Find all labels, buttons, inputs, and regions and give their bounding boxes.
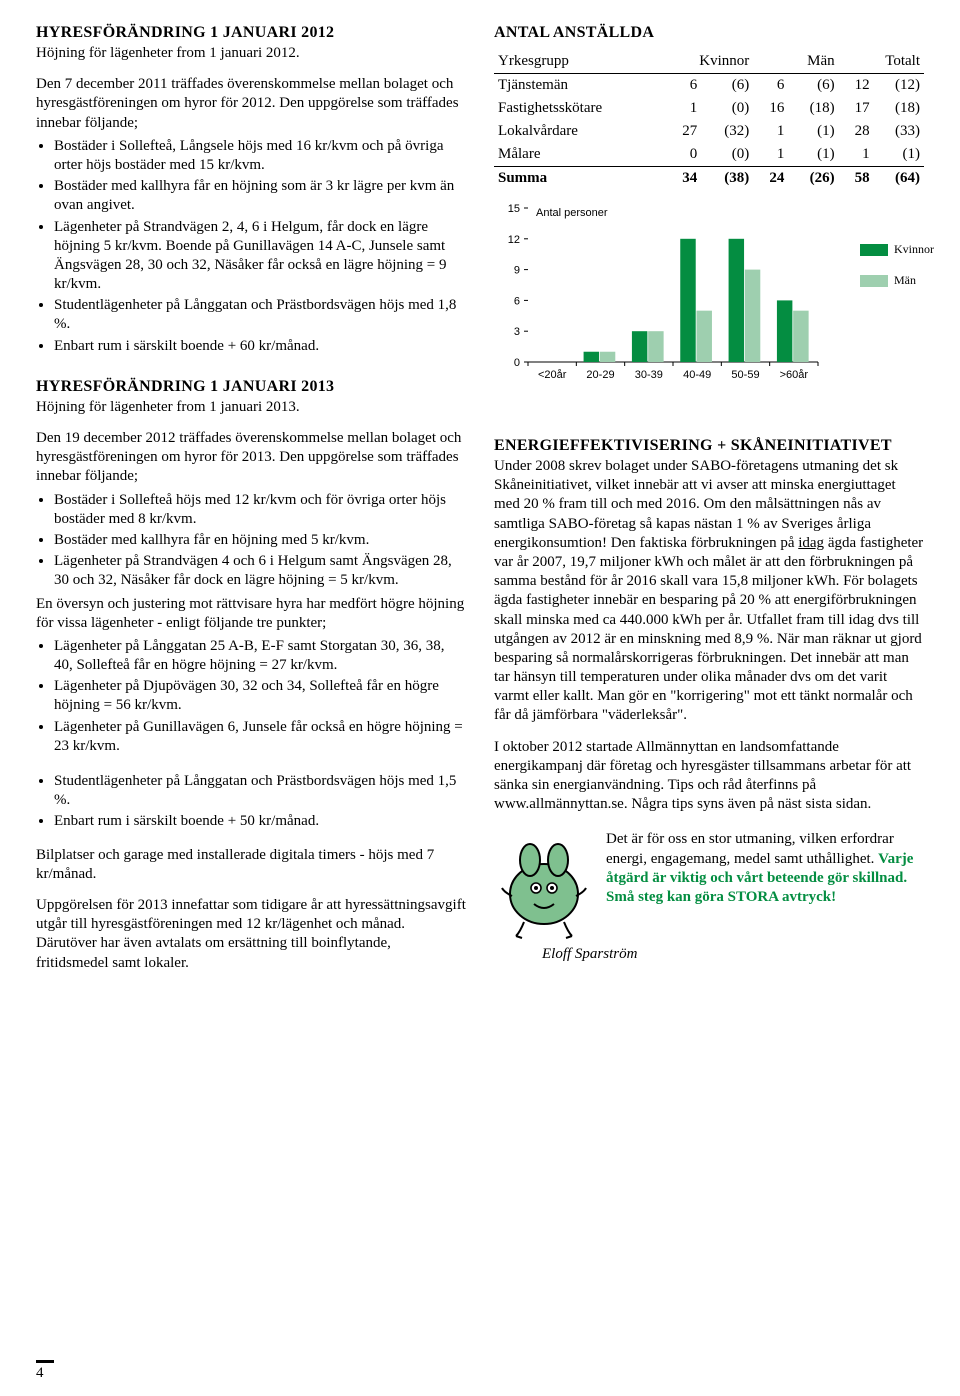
svg-text:>60år: >60år (780, 369, 809, 381)
list-item: Lägenheter på Gunillavägen 6, Junsele få… (54, 718, 466, 756)
energy-p1: Under 2008 skrev bolaget under SABO-före… (494, 457, 924, 726)
left-column: HYRESFÖRÄNDRING 1 JANUARI 2012 Höjning f… (36, 24, 466, 1372)
svg-text:Antal personer: Antal personer (536, 207, 608, 219)
list-item: Lägenheter på Långgatan 25 A-B, E-F samt… (54, 637, 466, 675)
svg-text:12: 12 (508, 234, 520, 246)
page-number: 4 (36, 1360, 54, 1382)
list-item: Enbart rum i särskilt boende + 50 kr/mån… (54, 812, 466, 831)
bar-chart-svg: Antal personer 0 3 6 9 12 15 <20år 20-29 30-39 40-… (494, 202, 918, 422)
right-column: ANTAL ANSTÄLLDA Yrkesgrupp Kvinnor Män T… (494, 24, 924, 1372)
list-item: Bostäder med kallhyra får en höjning med… (54, 531, 466, 550)
table-row: Målare0(0)1(1)1(1) (494, 143, 924, 167)
section-2012-title: HYRESFÖRÄNDRING 1 JANUARI 2012 (36, 24, 466, 42)
mascot-signature: Eloff Sparström (542, 946, 924, 963)
mascot-text-a: Det är för oss en stor utmaning, vilken … (606, 831, 894, 866)
bullets-2013a: Bostäder i Sollefteå höjs med 12 kr/kvm … (36, 491, 466, 593)
th-totalt: Totalt (839, 50, 924, 74)
legend-kvinnor: Kvinnor (860, 242, 934, 257)
mascot-row: Det är för oss en stor utmaning, vilken … (494, 830, 924, 940)
energy-p2: I oktober 2012 startade Allmännyttan en … (494, 738, 924, 815)
energy-title: ENERGIEFFEKTIVISERING + SKÅNEINITIATIVET (494, 437, 924, 455)
svg-text:3: 3 (514, 326, 520, 338)
list-item: Lägenheter på Strandvägen 2, 4, 6 i Helg… (54, 218, 466, 295)
th-yrkesgrupp: Yrkesgrupp (494, 50, 665, 74)
table-row: Tjänstemän6(6)6(6)12(12) (494, 74, 924, 98)
section-2012-subtitle: Höjning för lägenheter from 1 januari 20… (36, 44, 466, 63)
svg-text:40-49: 40-49 (683, 369, 711, 381)
legend-man: Män (860, 273, 934, 288)
svg-text:0: 0 (514, 357, 520, 369)
th-kvinnor: Kvinnor (665, 50, 753, 74)
uppgorelsen-text: Uppgörelsen för 2013 innefattar som tidi… (36, 896, 466, 973)
table-row: Lokalvårdare27(32)1(1)28(33) (494, 120, 924, 143)
legend-kvinnor-label: Kvinnor (894, 242, 934, 257)
employees-table: Yrkesgrupp Kvinnor Män Totalt Tjänstemän… (494, 50, 924, 190)
section-2013-title: HYRESFÖRÄNDRING 1 JANUARI 2013 (36, 378, 466, 396)
employees-chart: Antal personer 0 3 6 9 12 15 <20år 20-29 30-39 40-… (494, 202, 924, 427)
list-item: Lägenheter på Strandvägen 4 och 6 i Helg… (54, 552, 466, 590)
section-2013-subtitle: Höjning för lägenheter from 1 januari 20… (36, 398, 466, 417)
th-man: Män (753, 50, 838, 74)
bullets-2013c: Studentlägenheter på Långgatan och Präst… (36, 772, 466, 834)
svg-text:20-29: 20-29 (586, 369, 614, 381)
svg-text:15: 15 (508, 203, 520, 215)
middle-2013: En översyn och justering mot rättvisare … (36, 595, 466, 633)
svg-text:50-59: 50-59 (731, 369, 759, 381)
svg-text:6: 6 (514, 295, 520, 307)
svg-text:9: 9 (514, 265, 520, 277)
energy-underline: idag (798, 535, 824, 551)
legend-man-label: Män (894, 273, 916, 288)
mascot-text: Det är för oss en stor utmaning, vilken … (606, 830, 924, 909)
mascot-icon (494, 830, 594, 940)
swatch-man (860, 275, 888, 287)
bullets-2012: Bostäder i Sollefteå, Långsele höjs med … (36, 137, 466, 358)
section-2013-intro: Den 19 december 2012 träffades överensko… (36, 429, 466, 487)
table-row: Fastighetsskötare1(0)16(18)17(18) (494, 97, 924, 120)
energy-p1b: ägda fastigheter var år 2007, 19,7 miljo… (494, 535, 923, 724)
bullets-2013b: Lägenheter på Långgatan 25 A-B, E-F samt… (36, 637, 466, 758)
section-2012-intro: Den 7 december 2011 träffades överenskom… (36, 75, 466, 133)
list-item: Bostäder i Sollefteå höjs med 12 kr/kvm … (54, 491, 466, 529)
svg-text:30-39: 30-39 (635, 369, 663, 381)
list-item: Studentlägenheter på Långgatan och Präst… (54, 772, 466, 810)
page: HYRESFÖRÄNDRING 1 JANUARI 2012 Höjning f… (0, 0, 960, 1396)
list-item: Bostäder i Sollefteå, Långsele höjs med … (54, 137, 466, 175)
list-item: Studentlägenheter på Långgatan och Präst… (54, 296, 466, 334)
bilplatser-text: Bilplatser och garage med installerade d… (36, 846, 466, 884)
table-header-row: Yrkesgrupp Kvinnor Män Totalt (494, 50, 924, 74)
list-item: Enbart rum i särskilt boende + 60 kr/mån… (54, 337, 466, 356)
svg-text:<20år: <20år (538, 369, 567, 381)
swatch-kvinnor (860, 244, 888, 256)
list-item: Bostäder med kallhyra får en höjning som… (54, 177, 466, 215)
list-item: Lägenheter på Djupövägen 30, 32 och 34, … (54, 677, 466, 715)
antal-title: ANTAL ANSTÄLLDA (494, 24, 924, 42)
chart-legend: Kvinnor Män (860, 242, 934, 304)
table-sum-row: Summa34(38)24(26)58(64) (494, 167, 924, 191)
